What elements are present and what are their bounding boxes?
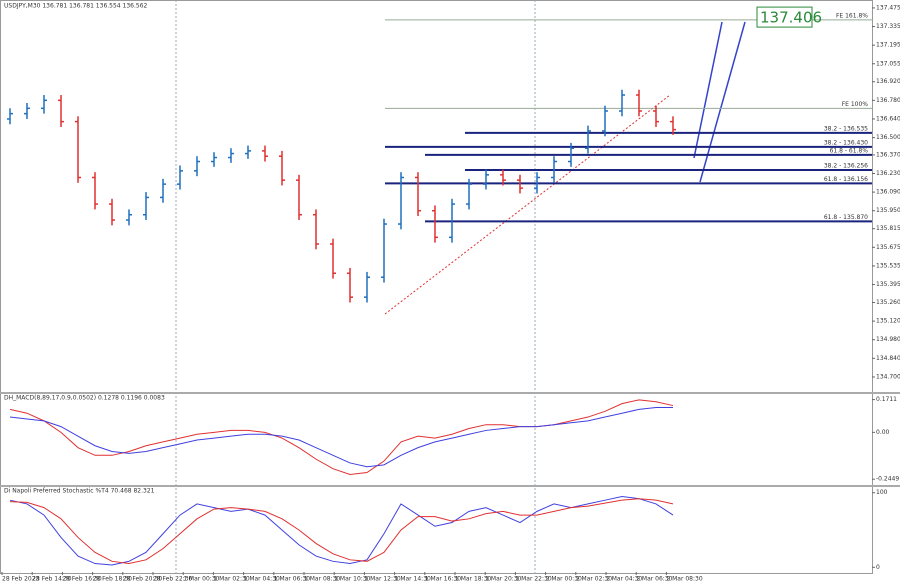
y-tick-label: -0.2449	[876, 476, 899, 483]
x-tick-label: 1 Mar 02:30	[213, 576, 249, 583]
x-tick-label: 1 Mar 04:30	[244, 576, 280, 583]
y-tick-label: 0	[876, 564, 880, 571]
y-tick-label: 134.700	[876, 373, 900, 380]
x-tick-label: 2 Mar 04:30	[606, 576, 642, 583]
y-tick-label: 136.780	[876, 97, 900, 104]
fib-level-label: 38.2 - 136.256	[824, 163, 868, 170]
fib-level-label: 61.8 - 135.870	[824, 214, 868, 221]
x-tick-label: 1 Mar 20:30	[485, 576, 521, 583]
x-tick-label: 1 Mar 18:30	[455, 576, 491, 583]
x-tick-label: 28 Feb 18:30	[93, 576, 133, 583]
y-tick-label: 137.335	[876, 23, 900, 30]
y-tick-label: 136.920	[876, 78, 900, 85]
x-tick-label: 1 Mar 08:30	[304, 576, 340, 583]
y-tick-label: 136.230	[876, 170, 900, 177]
y-tick-label: 136.090	[876, 189, 900, 196]
price-label-box	[756, 6, 813, 28]
x-tick-label: 1 Mar 22:30	[515, 576, 551, 583]
x-tick-label: 28 Feb 22:30	[153, 576, 193, 583]
y-tick-label: 100	[876, 489, 888, 496]
fib-level-label: FE 100%	[842, 101, 869, 108]
chart-title: USDJPY,M30 136.781 136.781 136.554 136.5…	[4, 3, 148, 10]
fib-level-label: 38.2 - 136.430	[824, 139, 868, 146]
y-tick-label: 137.195	[876, 42, 900, 49]
x-tick-label: 28 Feb 14:30	[32, 576, 72, 583]
frame	[0, 0, 873, 574]
y-tick-label: 134.980	[876, 336, 900, 343]
x-tick-label: 28 Feb 20:30	[123, 576, 163, 583]
price-label: 137.406	[760, 9, 822, 27]
y-tick-label: 135.260	[876, 299, 900, 306]
y-tick-label: 136.640	[876, 115, 900, 122]
fib-level-label: 61.8 - 136.156	[824, 176, 868, 183]
indicator-title: DH_MACD(8,89,17,0.9,0.0502) 0.1278 0.119…	[4, 395, 165, 402]
y-tick-label: 136.500	[876, 134, 900, 141]
x-tick-label: 28 Feb 16:30	[62, 576, 102, 583]
indicator-line	[9, 495, 674, 566]
x-tick-label: 2 Mar 08:30	[666, 576, 702, 583]
y-tick-label: 135.950	[876, 207, 900, 214]
indicator-line	[9, 498, 674, 565]
fib-level-label: 61.8 - 61.8%	[830, 147, 869, 154]
x-tick-label: 1 Mar 00:30	[183, 576, 219, 583]
x-tick-label: 1 Mar 12:30	[364, 576, 400, 583]
x-tick-label: 1 Mar 06:30	[274, 576, 310, 583]
x-tick-label: 2 Mar 02:30	[576, 576, 612, 583]
y-tick-label: 135.395	[876, 281, 900, 288]
x-tick-label: 2 Mar 06:30	[636, 576, 672, 583]
trend-line	[693, 21, 723, 159]
y-tick-label: 135.535	[876, 262, 900, 269]
x-tick-label: 1 Mar 10:30	[334, 576, 370, 583]
y-tick-label: 137.055	[876, 60, 900, 67]
indicator-line	[9, 399, 674, 475]
y-tick-label: 136.370	[876, 151, 900, 158]
y-tick-label: 137.475	[876, 4, 900, 11]
y-tick-label: 135.675	[876, 244, 900, 251]
y-tick-label: 0.00	[876, 429, 890, 436]
indicator-line	[9, 406, 673, 468]
y-tick-label: 134.840	[876, 355, 900, 362]
fib-level-label: 38.2 - 136.535	[824, 125, 868, 132]
x-tick-label: 1 Mar 14:30	[395, 576, 431, 583]
y-tick-label: 135.815	[876, 225, 900, 232]
y-tick-label: 135.120	[876, 318, 900, 325]
x-tick-label: 1 Mar 16:30	[425, 576, 461, 583]
fib-level-label: FE 161.8%	[836, 12, 868, 19]
y-tick-label: 0.1711	[876, 396, 897, 403]
x-tick-label: 28 Feb 2023	[2, 576, 40, 583]
x-tick-label: 2 Mar 00:30	[546, 576, 582, 583]
indicator-title: Di Napoli Preferred Stochastic %T4 70.46…	[4, 488, 155, 495]
